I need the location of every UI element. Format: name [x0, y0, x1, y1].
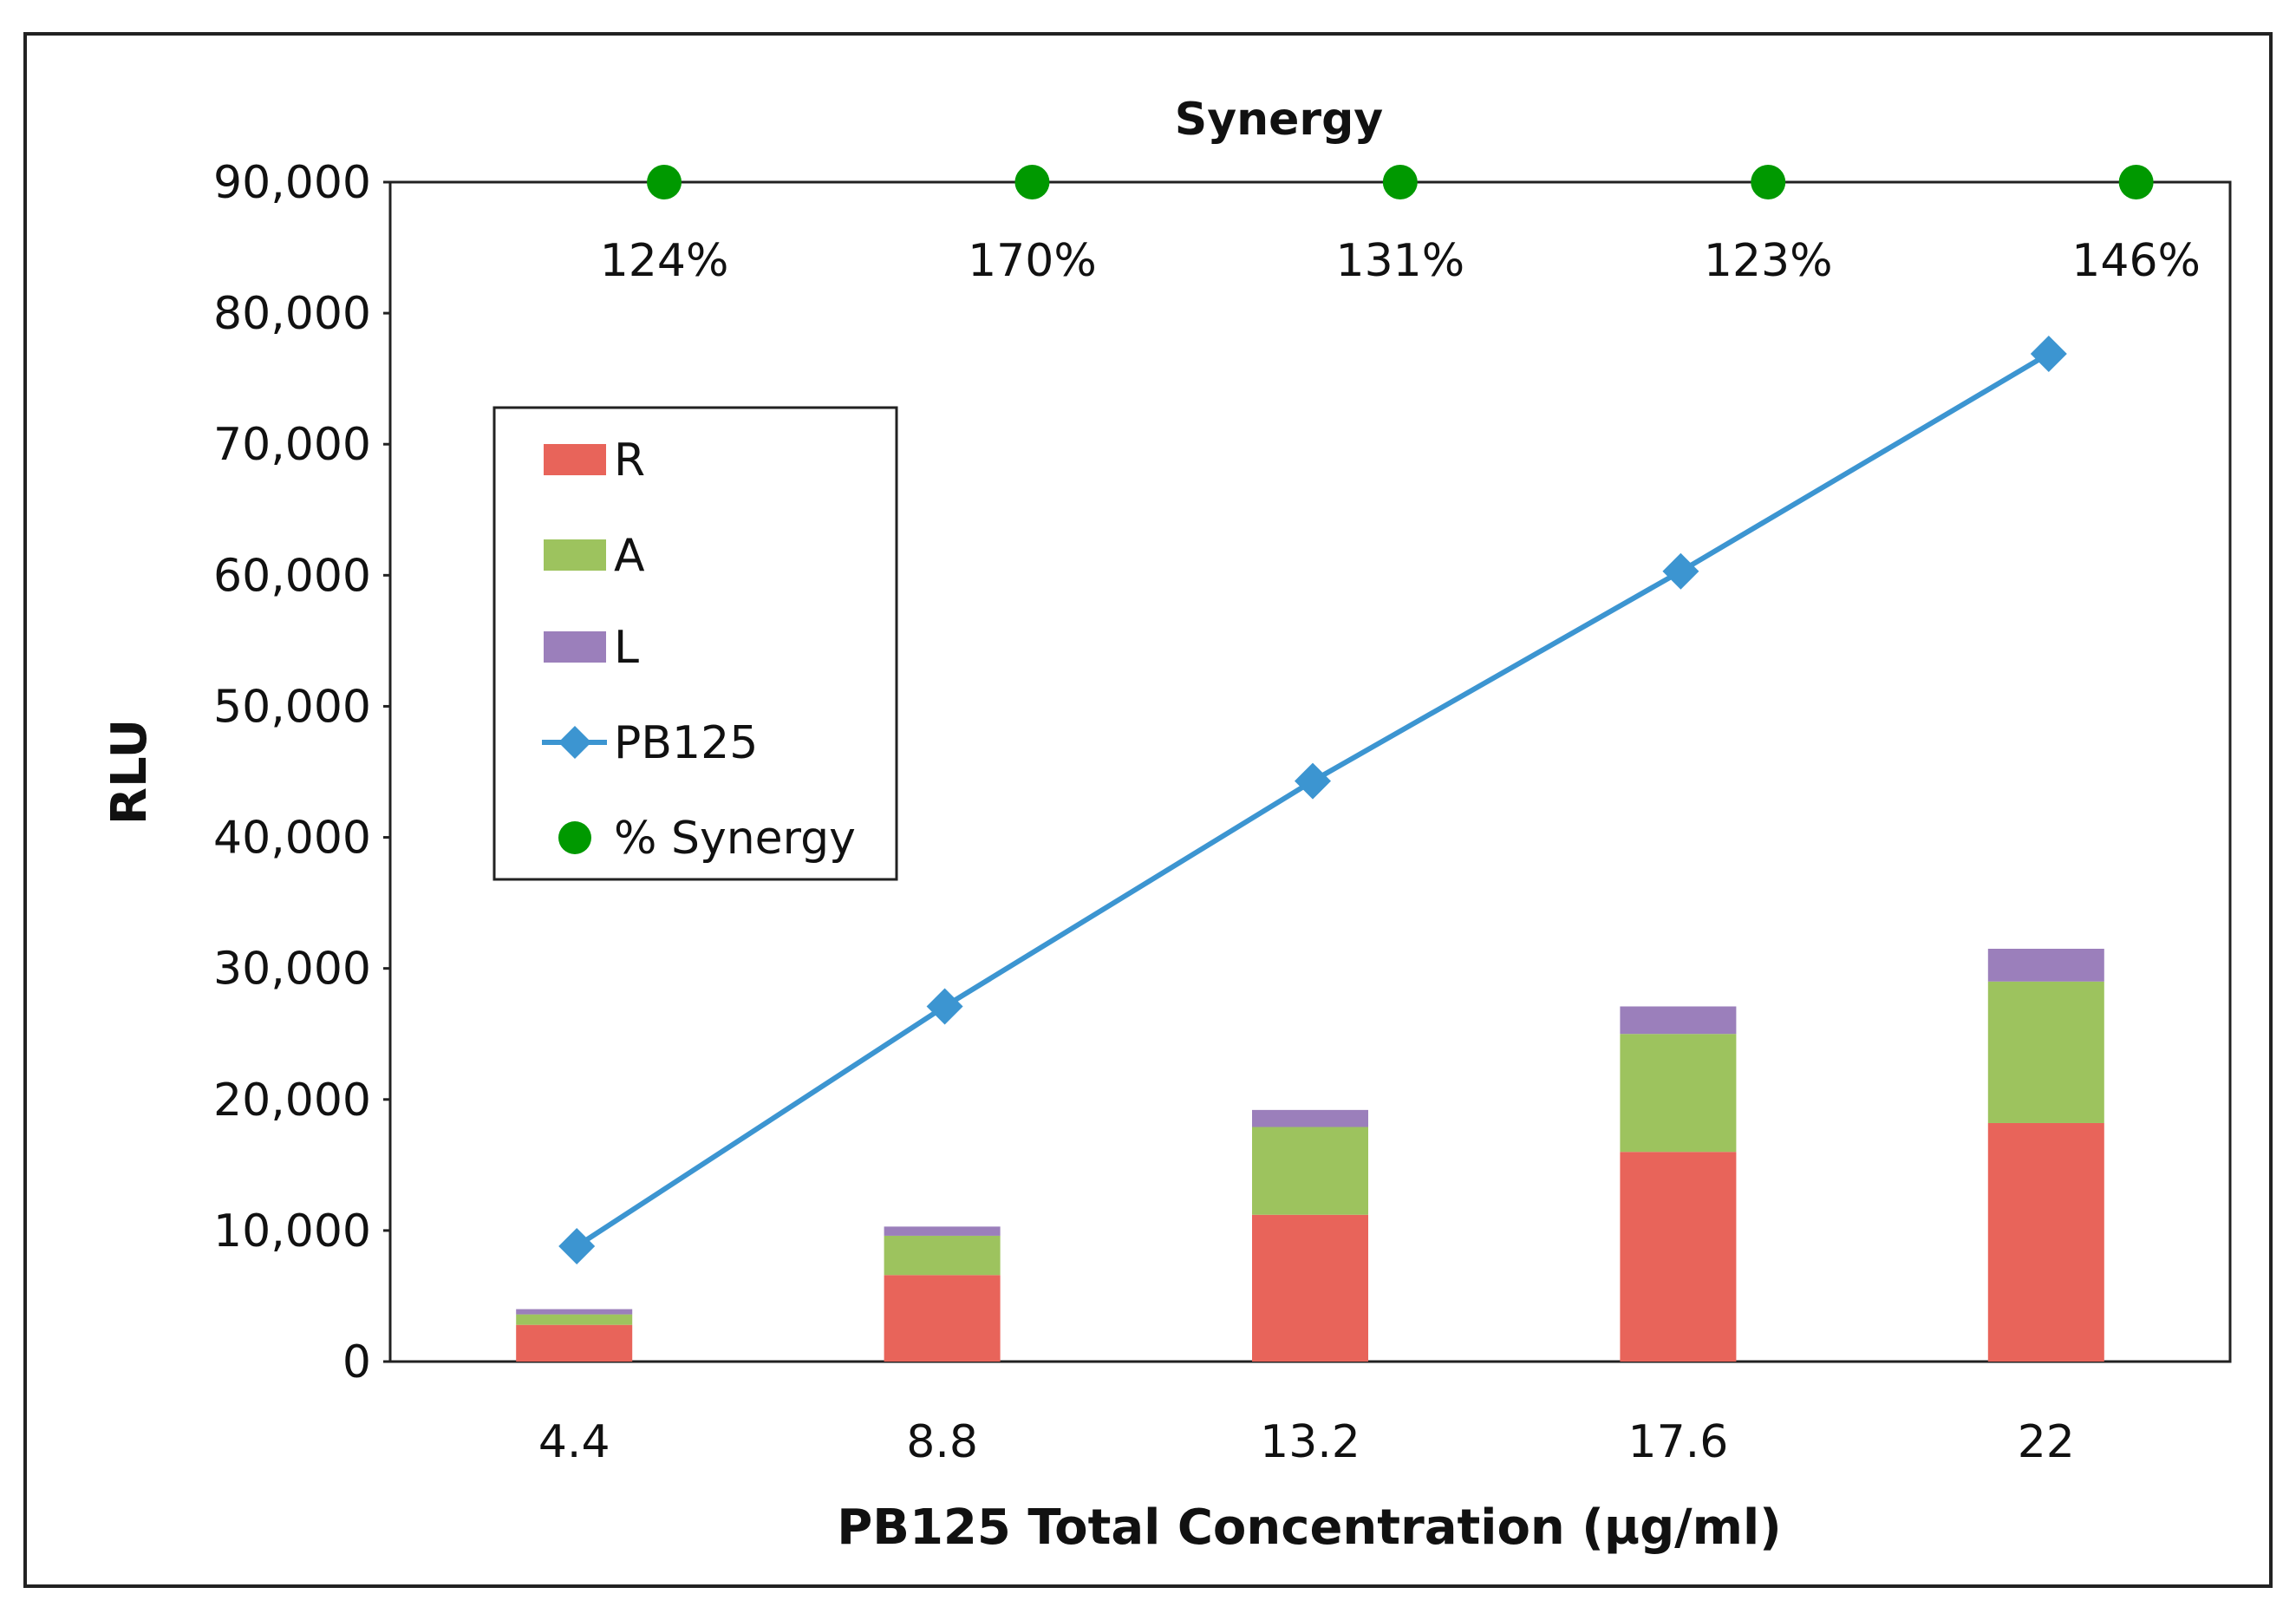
legend-label: L [614, 622, 639, 674]
legend [492, 406, 898, 881]
x-tick-label: 13.2 [1260, 1416, 1360, 1468]
synergy-label: 123% [1704, 235, 1833, 287]
legend-label: % Synergy [614, 813, 856, 865]
synergy-dot [1014, 165, 1050, 199]
x-tick-label: 4.4 [538, 1416, 610, 1468]
synergy-dot [1751, 165, 1786, 199]
x-tick-label: 8.8 [906, 1416, 978, 1468]
point-pb125 [1295, 762, 1331, 800]
legend-swatch-diamond [558, 726, 591, 759]
bar-r [1987, 1122, 2104, 1362]
synergy-dot [647, 165, 682, 199]
point-pb125 [926, 988, 963, 1025]
legend-label: R [614, 434, 645, 487]
point-pb125 [558, 1228, 596, 1265]
legend-label: A [614, 530, 645, 582]
x-tick-label: 17.6 [1628, 1416, 1729, 1468]
y-tick-label: 70,000 [213, 419, 371, 471]
bar-a [1987, 981, 2104, 1123]
legend-swatch-a [544, 539, 606, 571]
chart-title: Synergy [1175, 94, 1383, 146]
legend-swatch-r [544, 444, 606, 475]
y-axis-label: RLU [101, 719, 158, 825]
y-tick-label: 10,000 [213, 1205, 371, 1257]
bar-r [516, 1324, 633, 1362]
legend-swatch-circle [558, 821, 591, 854]
bar-a [516, 1314, 633, 1325]
y-tick-label: 0 [342, 1336, 371, 1388]
bar-a [1620, 1034, 1737, 1153]
chart-frame [23, 32, 2273, 1588]
point-pb125 [2030, 335, 2067, 372]
bar-a [884, 1235, 1001, 1276]
bar-l [1987, 949, 2104, 982]
bar-l [1252, 1109, 1368, 1127]
synergy-label: 124% [600, 235, 729, 287]
bar-l [1620, 1006, 1737, 1035]
bar-r [1620, 1152, 1737, 1362]
y-tick-label: 40,000 [213, 813, 371, 865]
synergy-dot [1382, 165, 1418, 199]
x-axis-label: PB125 Total Concentration (µg/ml) [837, 1499, 1782, 1556]
synergy-label: 131% [1335, 235, 1464, 287]
bar-l [516, 1309, 633, 1315]
legend-swatch-l [544, 631, 606, 663]
synergy-label: 146% [2071, 235, 2201, 287]
point-pb125 [1662, 552, 1699, 590]
bar-a [1252, 1127, 1368, 1215]
y-tick-label: 20,000 [213, 1075, 371, 1127]
y-tick-label: 60,000 [213, 550, 371, 602]
bar-r [884, 1275, 1001, 1362]
legend-label: PB125 [614, 717, 758, 769]
y-tick-label: 30,000 [213, 944, 371, 996]
bar-r [1252, 1214, 1368, 1362]
y-tick-label: 80,000 [213, 288, 371, 340]
synergy-dot [2118, 165, 2154, 199]
y-tick-label: 90,000 [213, 157, 371, 209]
bar-l [884, 1226, 1001, 1236]
x-tick-label: 22 [2018, 1416, 2075, 1468]
synergy-label: 170% [968, 235, 1097, 287]
y-tick-label: 50,000 [213, 681, 371, 733]
